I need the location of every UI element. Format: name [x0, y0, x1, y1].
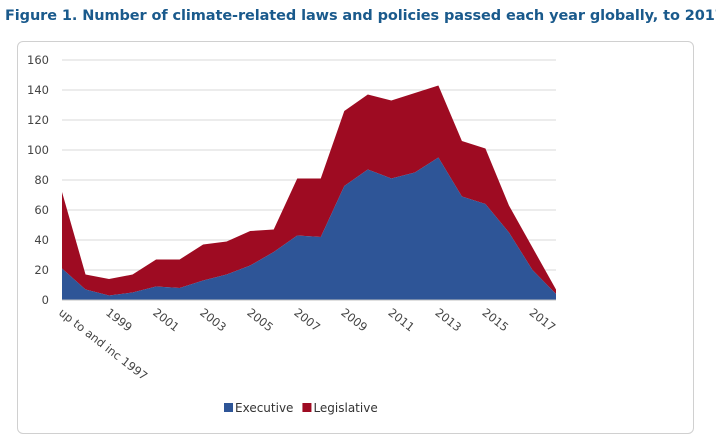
y-tick-label: 0: [42, 293, 49, 307]
x-tick-label: 2001: [150, 305, 182, 334]
legend-swatch: [224, 403, 233, 412]
y-tick-label: 120: [27, 113, 49, 127]
x-tick-label: up to and inc 1997: [56, 305, 150, 383]
chart-title: Figure 1. Number of climate-related laws…: [5, 8, 716, 24]
x-tick-label: 2007: [291, 305, 323, 334]
x-tick-label: 2009: [338, 305, 370, 334]
legislative-area: [62, 85, 556, 296]
x-tick-label: 2011: [385, 305, 417, 334]
y-tick-label: 20: [34, 263, 49, 277]
legend-swatch: [302, 403, 312, 412]
executive-area: [62, 157, 556, 300]
legend-label: Legislative: [313, 401, 377, 415]
y-tick-label: 60: [34, 203, 49, 217]
y-tick-label: 80: [34, 173, 49, 187]
x-tick-label: 1999: [103, 305, 135, 334]
x-tick-label: 2017: [527, 305, 559, 334]
y-tick-label: 140: [27, 83, 49, 97]
x-tick-label: 2005: [244, 305, 276, 334]
y-tick-label: 40: [34, 233, 49, 247]
legend-label: Executive: [235, 401, 293, 415]
y-tick-label: 100: [27, 143, 49, 157]
x-tick-label: 2003: [197, 305, 229, 334]
x-tick-label: 2015: [480, 305, 512, 334]
y-tick-label: 160: [27, 53, 49, 67]
x-tick-label: 2013: [433, 305, 465, 334]
